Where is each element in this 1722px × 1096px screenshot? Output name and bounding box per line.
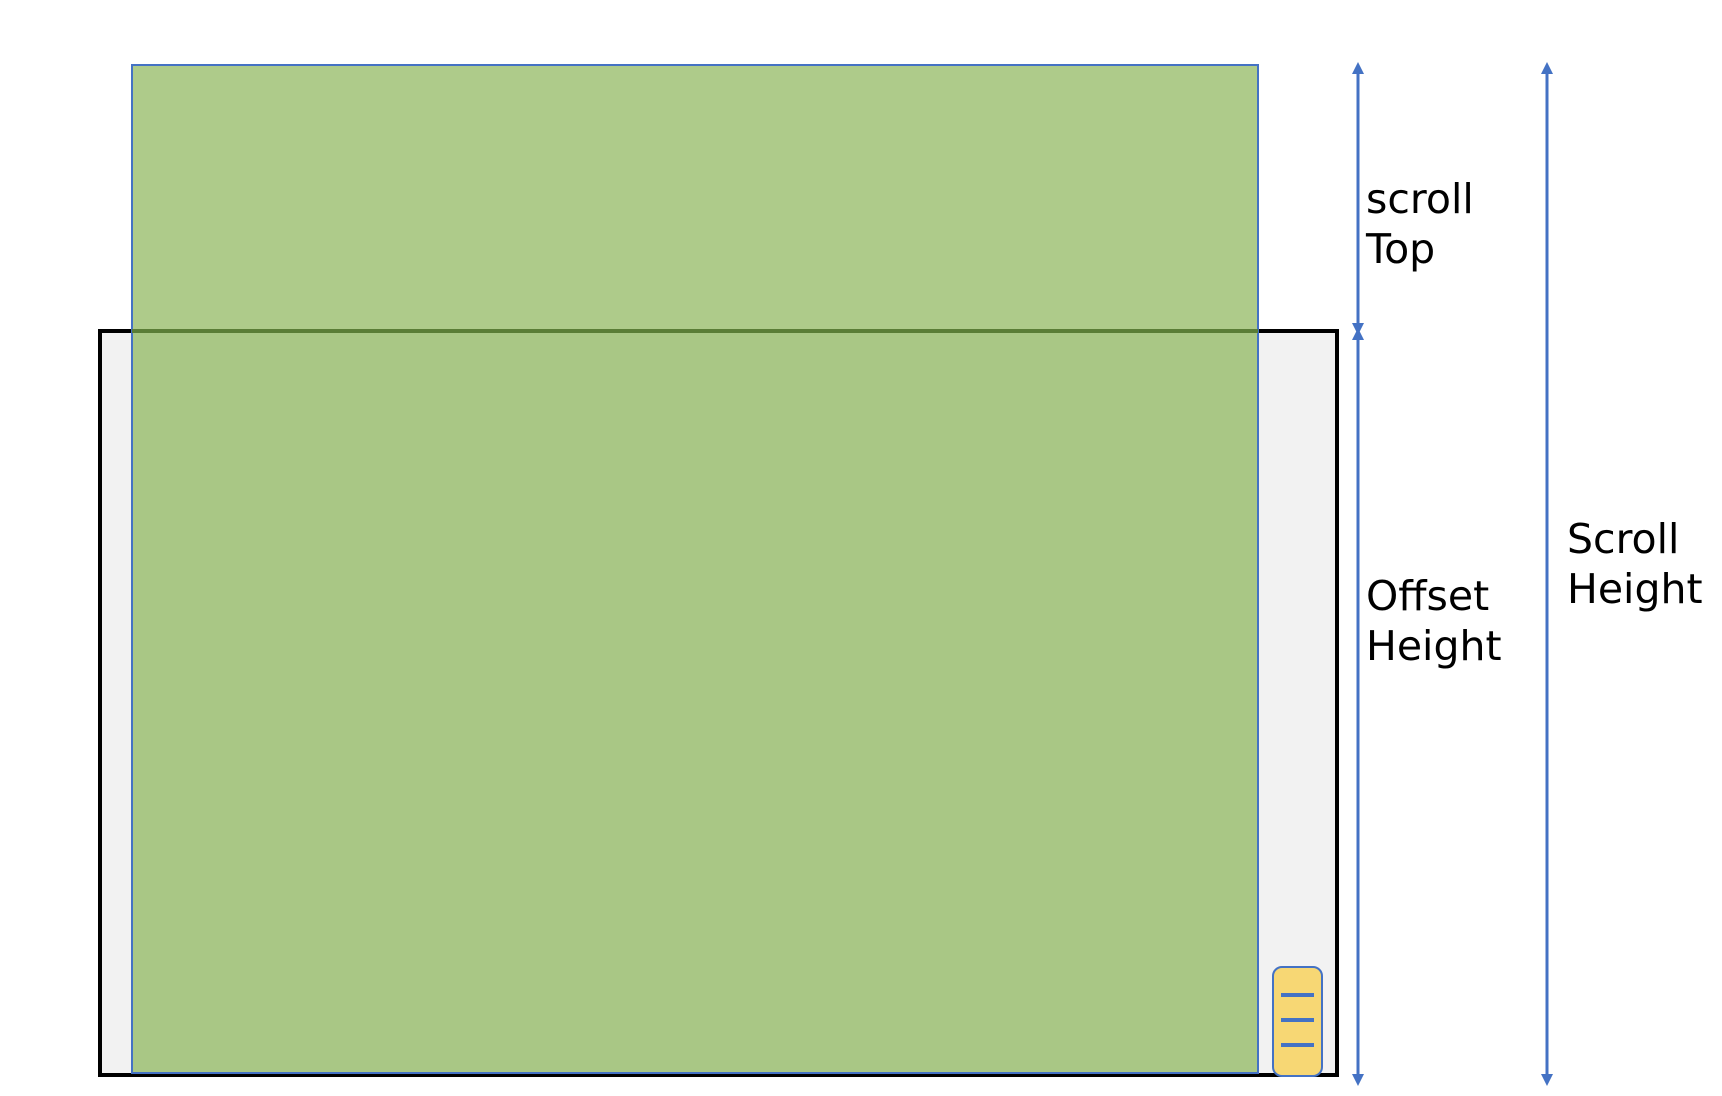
scroll-top-label: scroll Top [1366, 174, 1474, 274]
scroll-height-label-line-1: Scroll [1567, 515, 1680, 563]
content-above-viewport [132, 65, 1258, 332]
scroll-content-area [131, 64, 1259, 1074]
offset-height-label-line-2: Height [1366, 622, 1502, 670]
scroll-top-label-line-2: Top [1366, 225, 1436, 273]
scrollbar-thumb-grip-icon [1281, 993, 1314, 1047]
content-within-viewport [132, 332, 1258, 1073]
offset-height-label-line-1: Offset [1366, 572, 1490, 620]
scroll-height-label-line-2: Height [1567, 565, 1703, 613]
offset-height-label: Offset Height [1366, 571, 1502, 671]
scroll-height-label: Scroll Height [1567, 514, 1703, 614]
scroll-top-label-line-1: scroll [1366, 175, 1474, 223]
scrollbar-thumb[interactable] [1272, 966, 1323, 1077]
